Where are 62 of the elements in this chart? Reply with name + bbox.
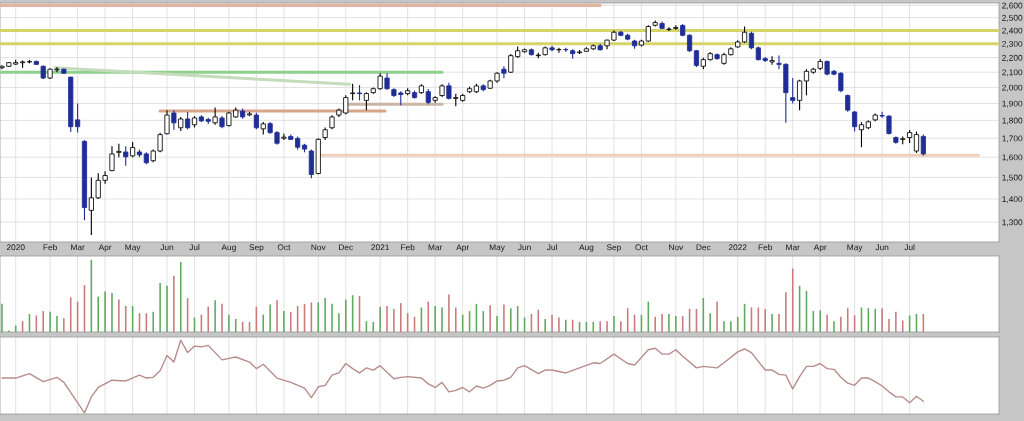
y-tick-label: 1,900 <box>1002 100 1023 108</box>
y-tick-label: 2,500 <box>1002 14 1023 22</box>
y-tick-label: 2,100 <box>1002 69 1023 77</box>
x-tick-label: Apr <box>456 244 470 252</box>
candlestick <box>556 47 562 54</box>
y-tick-label: 1,300 <box>1002 219 1023 227</box>
x-tick-label: Apr <box>98 244 112 252</box>
x-tick-label: Mar <box>428 244 443 251</box>
y-tick-label: 1,400 <box>1002 196 1023 204</box>
x-tick-label: Mar <box>786 244 800 251</box>
x-tick-label: Jun <box>875 244 889 251</box>
y-tick-label: 1,600 <box>1002 154 1023 162</box>
x-tick-label: Feb <box>401 244 415 251</box>
x-tick-label: 2021 <box>371 244 390 251</box>
x-tick-label: Jun <box>160 244 174 251</box>
x-tick-label: Jul <box>904 244 915 251</box>
x-tick-label: Jul <box>189 244 200 251</box>
candlestick <box>803 68 810 96</box>
candlestick <box>790 77 796 105</box>
x-tick-label: May <box>125 244 141 252</box>
candlestick <box>797 79 803 111</box>
candlestick <box>109 145 115 172</box>
x-tick-label: Dec <box>696 244 711 251</box>
y-tick-label: 1,700 <box>1002 135 1023 143</box>
x-tick-label: Nov <box>311 244 326 251</box>
candlestick <box>858 121 865 148</box>
x-tick-label: Oct <box>635 244 648 251</box>
y-tick-label: 1,500 <box>1002 174 1023 182</box>
y-tick-label: 2,300 <box>1002 40 1023 48</box>
candlestick <box>164 109 170 136</box>
x-tick-label: Dec <box>339 244 353 251</box>
candlestick <box>920 134 926 157</box>
x-tick-label: Aug <box>221 244 236 252</box>
x-tick-label: Feb <box>43 244 57 251</box>
x-tick-label: Jul <box>546 244 557 251</box>
candlestick <box>171 109 177 131</box>
candlestick <box>501 65 507 79</box>
x-tick-label: Feb <box>758 244 773 251</box>
x-tick-label: 2022 <box>728 244 747 251</box>
x-tick-label: Jun <box>517 244 531 251</box>
x-tick-label: May <box>847 244 863 252</box>
x-tick-label: Nov <box>669 244 684 251</box>
x-tick-label: Aug <box>579 244 594 252</box>
x-tick-label: 2020 <box>6 244 25 251</box>
candlestick <box>308 148 314 179</box>
y-tick-label: 2,000 <box>1002 84 1023 92</box>
candlestick <box>116 143 122 158</box>
x-tick-label: Apr <box>813 244 827 252</box>
candlestick <box>123 145 129 167</box>
candlestick <box>913 130 920 154</box>
y-tick-label: 2,200 <box>1002 54 1023 62</box>
x-tick-label: Mar <box>71 244 85 251</box>
y-tick-label: 1,800 <box>1002 117 1023 125</box>
candlestick <box>281 133 287 141</box>
x-tick-label: Sep <box>249 244 264 252</box>
y-tick-label: 2,400 <box>1002 27 1023 35</box>
candlestick <box>212 107 218 126</box>
x-tick-label: Oct <box>277 244 291 251</box>
x-tick-label: May <box>489 244 505 252</box>
x-tick-label: Sep <box>606 244 621 252</box>
y-tick-label: 2,600 <box>1002 2 1023 10</box>
candlestick <box>769 55 775 66</box>
